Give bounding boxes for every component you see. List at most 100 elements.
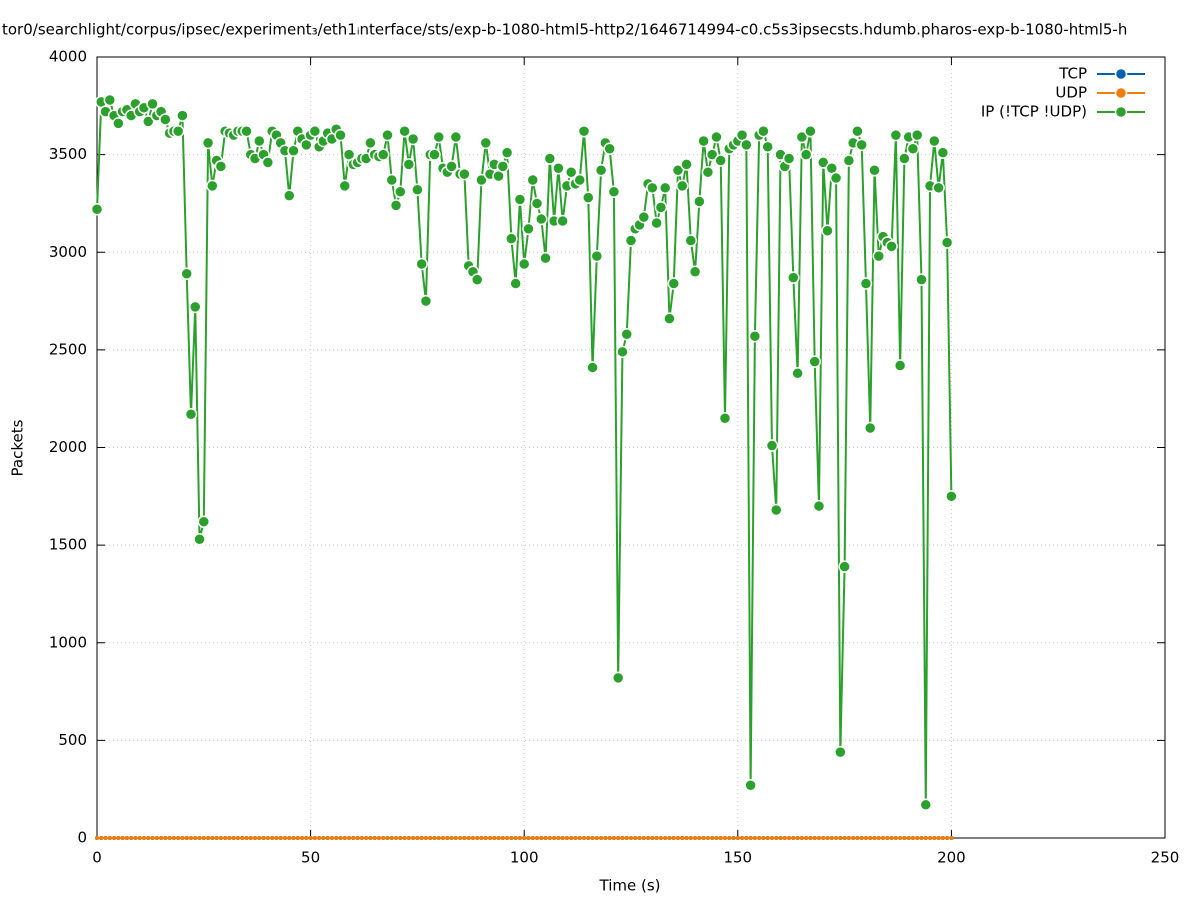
data-point	[846, 836, 851, 840]
data-point	[479, 836, 484, 840]
data-point	[223, 836, 228, 840]
data-point	[932, 836, 937, 840]
data-point	[505, 836, 510, 840]
data-point	[282, 189, 296, 202]
data-point	[778, 836, 783, 840]
data-point	[851, 124, 864, 138]
data-point	[355, 836, 360, 840]
x-tick-label: 0	[92, 849, 102, 867]
data-point	[176, 109, 189, 122]
data-point	[834, 745, 847, 759]
data-point	[530, 836, 535, 840]
data-point	[898, 152, 911, 165]
data-point	[201, 136, 215, 150]
data-point	[517, 257, 531, 271]
data-point	[137, 836, 142, 840]
data-point	[240, 124, 253, 138]
data-point	[530, 197, 544, 210]
legend-label: TCP	[1058, 65, 1087, 83]
data-point	[265, 836, 270, 840]
data-point	[705, 836, 710, 840]
data-point	[834, 836, 839, 840]
data-point	[500, 836, 505, 840]
data-point	[556, 214, 569, 228]
y-tick-label: 500	[58, 731, 87, 749]
data-point	[637, 210, 651, 224]
data-point	[376, 148, 390, 161]
data-point	[539, 251, 552, 265]
legend-marker	[1114, 67, 1128, 81]
data-point	[231, 836, 236, 840]
data-point	[381, 836, 386, 840]
data-point	[863, 421, 877, 435]
data-point	[432, 130, 446, 144]
data-point	[321, 836, 326, 840]
data-point	[197, 836, 202, 840]
data-point	[287, 144, 300, 157]
data-point	[667, 836, 672, 840]
data-point	[740, 836, 745, 840]
data-point	[680, 158, 693, 171]
data-point	[517, 836, 522, 840]
data-point	[936, 146, 950, 159]
data-point	[146, 836, 151, 840]
data-point	[611, 836, 616, 840]
data-point	[663, 312, 676, 325]
data-point	[577, 836, 582, 840]
data-point	[855, 138, 868, 152]
data-point	[923, 836, 928, 840]
data-point	[727, 836, 732, 840]
data-point	[509, 277, 522, 290]
data-point	[364, 836, 369, 840]
data-point	[150, 836, 155, 840]
data-point	[184, 408, 198, 421]
data-point	[718, 836, 723, 840]
data-point	[334, 128, 347, 142]
data-point	[910, 836, 915, 840]
data-point	[611, 671, 625, 685]
data-point	[842, 836, 847, 840]
data-point	[769, 836, 774, 840]
data-point	[607, 836, 612, 840]
data-point	[458, 836, 463, 840]
data-point	[718, 411, 732, 425]
data-point	[590, 836, 595, 840]
y-axis-label: Packets	[9, 419, 27, 476]
data-point	[658, 836, 663, 840]
data-point	[376, 836, 381, 840]
data-point	[842, 154, 856, 167]
data-point	[364, 136, 377, 150]
data-point	[154, 836, 159, 840]
data-point	[680, 836, 685, 840]
data-point	[671, 836, 676, 840]
data-point	[338, 836, 343, 840]
data-point	[594, 836, 599, 840]
data-point	[445, 160, 458, 173]
data-point	[312, 836, 317, 840]
data-point	[629, 836, 633, 840]
data-point	[458, 167, 471, 181]
data-point	[95, 836, 99, 840]
x-tick-label: 250	[1151, 849, 1180, 867]
data-point	[919, 836, 924, 840]
data-point	[872, 836, 877, 840]
data-point	[928, 134, 941, 148]
data-point	[295, 836, 300, 840]
data-point	[684, 234, 698, 247]
data-point	[663, 836, 668, 840]
data-point	[616, 345, 629, 359]
data-point	[552, 162, 565, 175]
data-point	[112, 836, 117, 840]
data-point	[402, 836, 407, 840]
data-point	[141, 836, 146, 840]
data-point	[389, 199, 403, 212]
data-point	[945, 490, 958, 503]
data-point	[799, 836, 804, 840]
data-point	[693, 836, 698, 840]
data-point	[214, 836, 219, 840]
data-point	[821, 224, 834, 238]
data-point	[936, 836, 941, 840]
data-point	[428, 148, 441, 161]
data-point	[701, 836, 706, 840]
data-point	[372, 836, 377, 840]
